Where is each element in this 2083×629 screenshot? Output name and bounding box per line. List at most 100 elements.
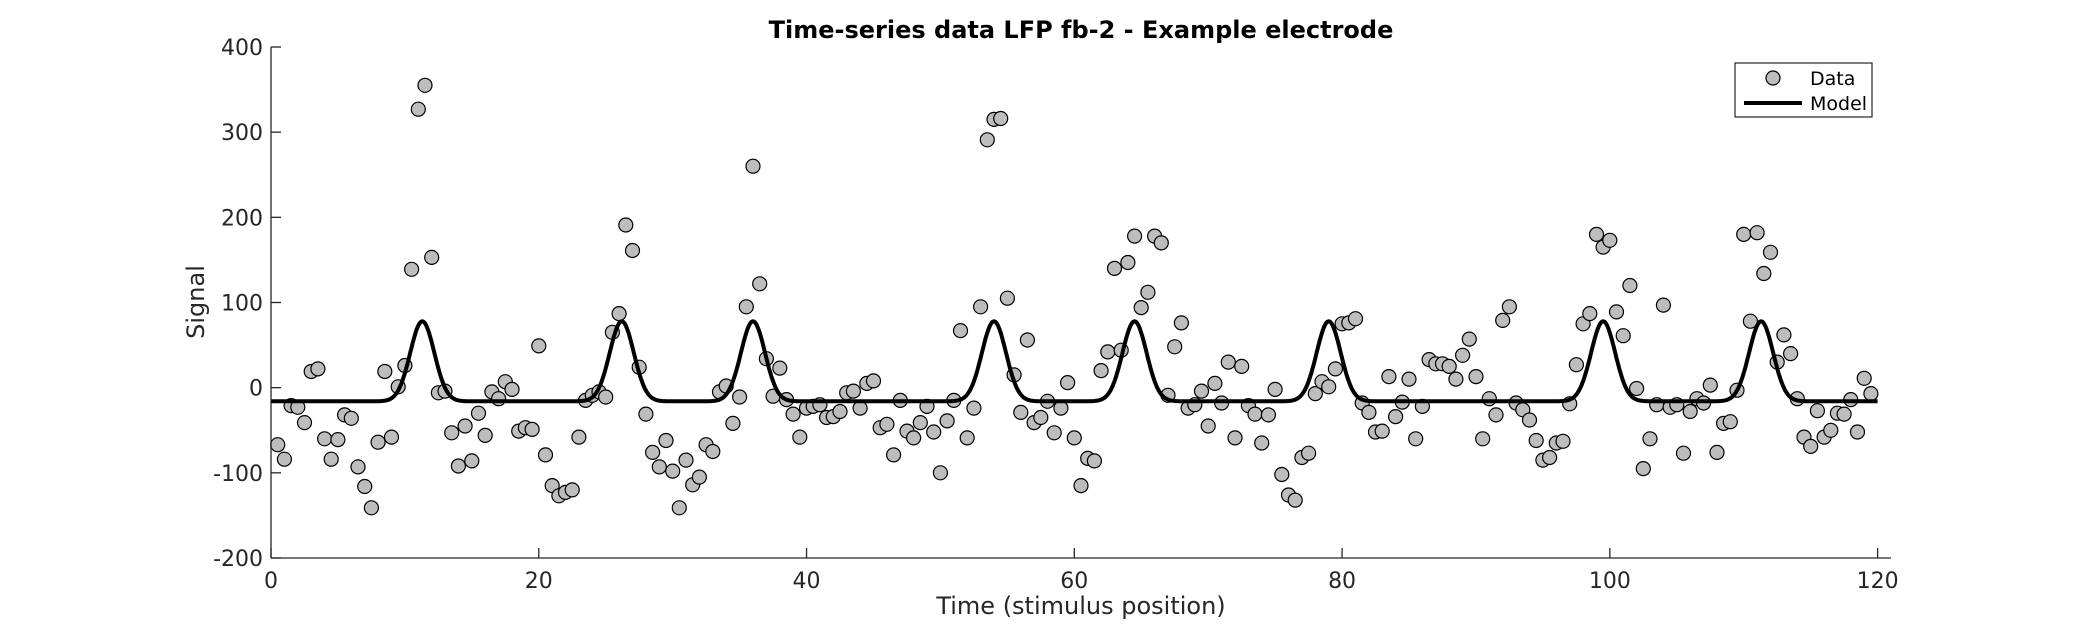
- y-axis-label: Signal: [182, 265, 210, 339]
- data-point: [611, 306, 627, 322]
- data-point: [1756, 265, 1772, 282]
- data-point: [1702, 377, 1718, 393]
- x-tick-label: 120: [1857, 569, 1899, 594]
- data-point: [1106, 260, 1123, 276]
- data-point: [1441, 358, 1457, 374]
- data-point: [350, 459, 366, 475]
- data-point: [1073, 478, 1089, 494]
- data-point: [1274, 466, 1290, 483]
- model-line: [270, 319, 1879, 404]
- data-point: [1247, 406, 1263, 422]
- data-point: [1019, 332, 1036, 348]
- data-point: [1541, 449, 1558, 466]
- data-point: [571, 429, 587, 445]
- data-point: [1220, 354, 1236, 370]
- data-point: [1153, 235, 1169, 251]
- data-point: [1454, 347, 1471, 363]
- data-point: [638, 406, 654, 422]
- data-point: [725, 415, 741, 431]
- data-point: [1856, 370, 1872, 386]
- legend-label-model: Model: [1810, 93, 1867, 115]
- data-point: [905, 430, 922, 446]
- data-point: [1167, 339, 1183, 355]
- data-point: [1776, 327, 1792, 343]
- data-point: [1093, 363, 1109, 379]
- data-point: [477, 427, 493, 443]
- data-point: [276, 451, 292, 467]
- legend-box: [1734, 62, 1873, 118]
- data-point: [1408, 431, 1424, 447]
- data-point: [1709, 444, 1725, 460]
- data-point: [731, 389, 748, 405]
- data-point: [1234, 358, 1250, 374]
- data-point: [357, 478, 373, 495]
- data-point: [296, 415, 313, 431]
- data-point: [1481, 391, 1497, 407]
- data-point: [832, 403, 848, 420]
- data-point: [1849, 424, 1866, 440]
- data-point: [738, 299, 754, 315]
- data-point: [1635, 461, 1651, 477]
- data-point: [363, 500, 379, 516]
- data-point: [1528, 432, 1544, 449]
- data-point: [678, 452, 694, 468]
- data-point: [1120, 254, 1136, 271]
- data-point: [1321, 379, 1337, 395]
- y-ticks: -200 -100 0 100 200 300 400: [213, 36, 281, 572]
- x-tick-label: 60: [1060, 569, 1088, 594]
- data-point: [1628, 380, 1645, 397]
- data-point: [424, 249, 440, 265]
- data-point: [1675, 445, 1692, 461]
- data-point: [1133, 300, 1149, 316]
- data-point: [959, 430, 975, 446]
- x-tick-label: 100: [1589, 569, 1631, 594]
- data-point: [1086, 453, 1103, 469]
- data-point: [491, 391, 507, 407]
- data-point: [531, 338, 547, 354]
- data-point: [1488, 407, 1504, 423]
- data-point: [564, 482, 580, 498]
- data-point: [1254, 435, 1270, 451]
- data-point: [745, 158, 761, 174]
- data-point: [972, 299, 989, 315]
- data-point: [1347, 311, 1364, 327]
- data-point: [1227, 430, 1243, 446]
- x-tick-label: 20: [525, 569, 553, 594]
- y-tick-label: -200: [213, 547, 263, 572]
- data-point: [932, 465, 949, 481]
- data-point: [1461, 331, 1477, 347]
- data-point: [1361, 404, 1377, 420]
- data-point: [310, 361, 326, 377]
- data-point: [1602, 232, 1618, 248]
- data-point: [651, 459, 667, 475]
- data-point: [1521, 412, 1538, 428]
- legend-data-marker: [1765, 70, 1781, 86]
- data-point: [1682, 403, 1698, 420]
- data-point: [1803, 438, 1819, 454]
- x-axis-label: Time (stimulus position): [935, 592, 1225, 620]
- data-point: [691, 469, 708, 485]
- data-point: [1381, 369, 1397, 385]
- data-point: [752, 276, 768, 292]
- data-point: [377, 363, 393, 380]
- y-tick-label: 0: [249, 377, 263, 402]
- data-point: [524, 421, 540, 437]
- y-tick-label: 100: [221, 292, 263, 317]
- data-point: [470, 405, 487, 421]
- data-point: [464, 453, 480, 469]
- data-point: [1568, 357, 1585, 373]
- data-point: [317, 431, 333, 447]
- data-point: [1655, 297, 1672, 313]
- data-point: [1260, 407, 1277, 423]
- data-point: [1749, 225, 1765, 241]
- data-point: [410, 101, 426, 117]
- data-point: [270, 437, 286, 453]
- data-point: [845, 383, 862, 399]
- data-point: [1046, 425, 1062, 441]
- legend-label-data: Data: [1810, 68, 1855, 90]
- data-point: [1622, 277, 1638, 294]
- x-tick-label: 80: [1328, 569, 1356, 594]
- data-point: [1742, 313, 1759, 329]
- data-point: [785, 406, 801, 422]
